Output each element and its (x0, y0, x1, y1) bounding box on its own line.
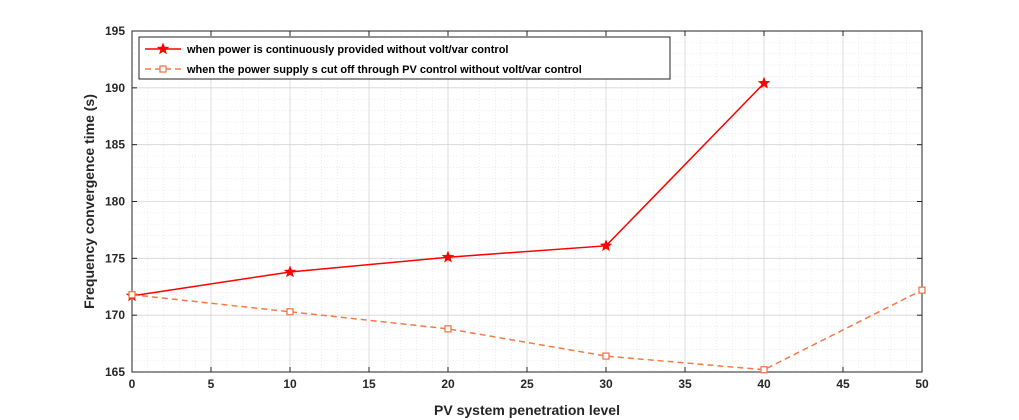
x-tick-label: 40 (757, 377, 771, 391)
x-tick-label: 0 (129, 377, 136, 391)
y-tick-label: 170 (105, 308, 125, 322)
series-layer (125, 76, 926, 374)
y-axis-ticks: 165 170 175 180 185 190 195 (105, 24, 922, 379)
data-point-star (441, 250, 455, 263)
data-point-square (918, 286, 926, 294)
y-tick-label: 195 (105, 24, 125, 38)
data-point-square (760, 366, 768, 374)
data-point-star (599, 239, 613, 252)
x-axis-ticks: 0 5 10 15 20 25 30 35 40 45 50 (129, 31, 929, 391)
legend-marker-series-1 (156, 42, 170, 55)
data-point-square (286, 308, 294, 316)
x-tick-label: 25 (520, 377, 534, 391)
y-axis-label: Frequency convergence time (s) (81, 94, 97, 309)
y-tick-label: 175 (105, 251, 125, 265)
y-tick-label: 180 (105, 195, 125, 209)
data-point-square (128, 291, 136, 299)
data-point-star (757, 76, 771, 89)
major-grid (132, 31, 922, 372)
legend-label-series-1: when power is continuously provided with… (186, 44, 508, 56)
y-tick-label: 185 (105, 138, 125, 152)
x-tick-label: 45 (836, 377, 850, 391)
x-tick-label: 20 (441, 377, 455, 391)
legend-marker-series-2 (159, 65, 167, 73)
data-point-square (444, 325, 452, 333)
x-tick-label: 50 (915, 377, 929, 391)
y-tick-label: 190 (105, 81, 125, 95)
data-point-star (283, 265, 297, 278)
x-tick-label: 10 (283, 377, 297, 391)
series-line-2 (131, 289, 923, 371)
data-point-square (602, 352, 610, 360)
x-tick-label: 15 (362, 377, 376, 391)
y-tick-label: 165 (105, 365, 125, 379)
legend-label-series-2: when the power supply s cut off through … (186, 64, 582, 76)
legend-box (138, 36, 671, 80)
x-tick-label: 5 (208, 377, 215, 391)
x-tick-label: 35 (678, 377, 692, 391)
x-axis-label: PV system penetration level (434, 402, 620, 418)
legend: when power is continuously provided with… (138, 36, 671, 80)
x-tick-label: 30 (599, 377, 613, 391)
